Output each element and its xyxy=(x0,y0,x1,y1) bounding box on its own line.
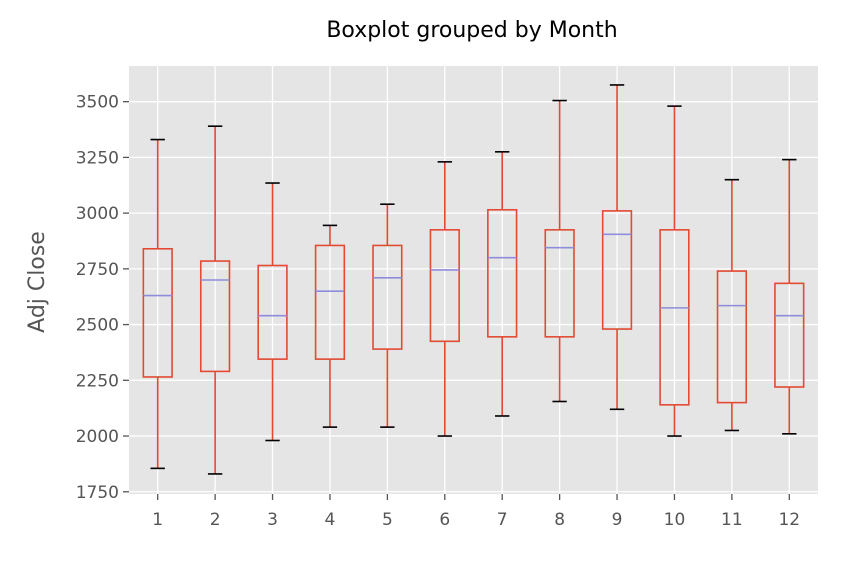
x-tick-label: 2 xyxy=(210,510,221,530)
x-tick-label: 11 xyxy=(721,510,743,530)
plot-area xyxy=(129,66,818,494)
y-tick-label: 2750 xyxy=(76,260,119,280)
box-month-8 xyxy=(544,99,575,403)
box-month-1 xyxy=(142,138,173,470)
x-tick-label: 1 xyxy=(152,510,163,530)
y-tick-label: 3000 xyxy=(76,204,119,224)
x-tick-label: 5 xyxy=(382,510,393,530)
box-iqr xyxy=(774,282,805,388)
y-tick-label: 3250 xyxy=(76,148,119,168)
boxes xyxy=(142,84,805,475)
box-month-11 xyxy=(716,178,748,432)
box-iqr xyxy=(716,270,748,404)
y-axis: 1750 2000 2250 2500 2750 3000 3250 3500 xyxy=(76,93,129,503)
box-month-6 xyxy=(429,161,460,437)
box-month-2 xyxy=(199,125,231,475)
x-tick-label: 8 xyxy=(554,510,565,530)
box-month-9 xyxy=(601,84,633,411)
box-iqr xyxy=(142,247,173,378)
x-tick-label: 6 xyxy=(439,510,450,530)
y-tick-label: 2500 xyxy=(76,316,119,336)
box-iqr xyxy=(544,229,575,338)
box-iqr xyxy=(199,260,231,373)
x-tick-label: 3 xyxy=(267,510,278,530)
x-tick-label: 9 xyxy=(612,510,623,530)
box-month-12 xyxy=(774,158,805,435)
box-month-5 xyxy=(372,203,403,428)
box-iqr xyxy=(429,229,460,343)
box-iqr xyxy=(257,264,288,360)
y-axis-label: Adj Close xyxy=(25,231,50,333)
chart-title: Boxplot grouped by Month xyxy=(326,18,617,43)
x-tick-label: 7 xyxy=(497,510,508,530)
box-iqr xyxy=(601,210,633,330)
x-tick-label: 4 xyxy=(325,510,336,530)
box-iqr xyxy=(372,244,403,350)
box-month-3 xyxy=(257,182,288,442)
box-iqr xyxy=(487,208,518,338)
y-tick-label: 3500 xyxy=(76,93,119,113)
box-month-7 xyxy=(487,151,518,417)
x-tick-label: 12 xyxy=(778,510,800,530)
y-tick-label: 2250 xyxy=(76,371,119,391)
x-tick-label: 10 xyxy=(664,510,686,530)
box-month-4 xyxy=(314,224,346,428)
box-month-10 xyxy=(659,105,690,437)
x-axis: 1 2 3 4 5 6 7 8 9 10 11 12 xyxy=(152,494,800,530)
y-tick-label: 1750 xyxy=(76,483,119,503)
y-tick-label: 2000 xyxy=(76,427,119,447)
box-iqr xyxy=(314,244,346,360)
box-iqr xyxy=(659,229,690,406)
